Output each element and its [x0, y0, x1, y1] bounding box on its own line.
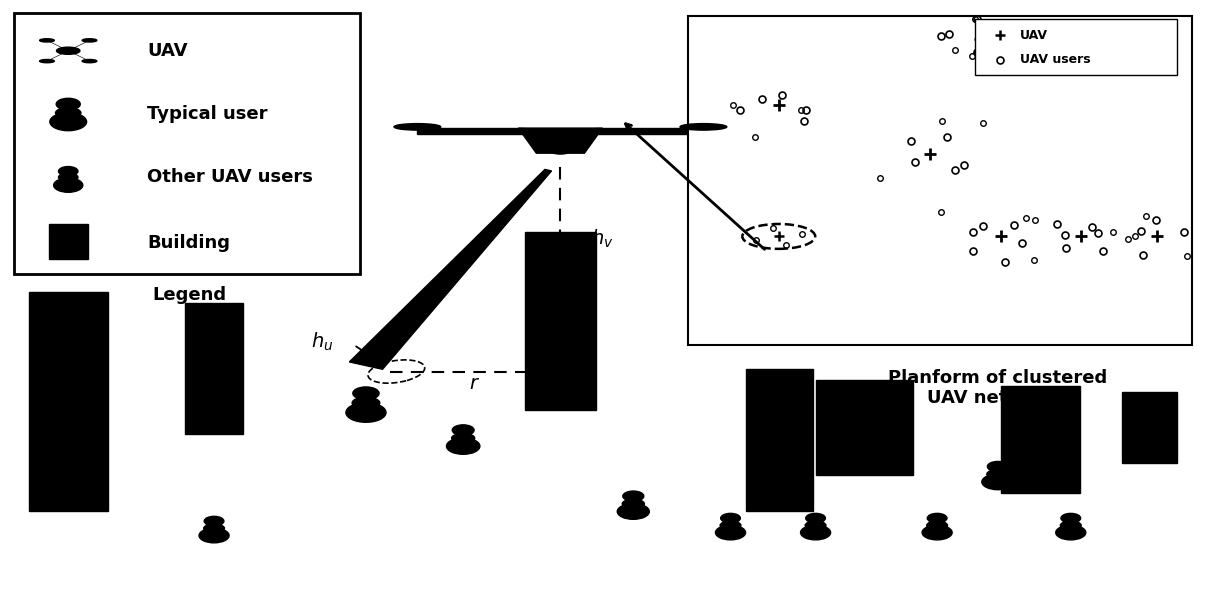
Ellipse shape	[82, 60, 97, 62]
Circle shape	[56, 98, 80, 110]
Bar	[745, 368, 812, 511]
Text: $h_v$: $h_v$	[591, 227, 614, 249]
Bar	[49, 224, 88, 259]
Polygon shape	[519, 128, 603, 153]
Bar	[1123, 392, 1177, 464]
Ellipse shape	[922, 525, 952, 540]
Ellipse shape	[40, 39, 55, 42]
Bar	[185, 303, 244, 434]
Circle shape	[622, 491, 644, 501]
Ellipse shape	[720, 521, 741, 530]
Circle shape	[58, 167, 78, 176]
Bar	[976, 20, 1177, 76]
Text: Legend: Legend	[152, 286, 227, 303]
Ellipse shape	[40, 60, 55, 62]
Ellipse shape	[352, 397, 380, 409]
Text: UAV users: UAV users	[1019, 53, 1090, 66]
Circle shape	[452, 425, 474, 436]
Text: UAV: UAV	[147, 42, 188, 60]
Text: $r$: $r$	[469, 374, 480, 393]
Circle shape	[205, 516, 224, 526]
Ellipse shape	[622, 499, 644, 508]
Text: UAV: UAV	[1019, 29, 1047, 42]
Ellipse shape	[680, 124, 727, 130]
Text: Planform of clustered
UAV networks: Planform of clustered UAV networks	[888, 368, 1107, 408]
Ellipse shape	[982, 474, 1013, 490]
Circle shape	[927, 513, 946, 523]
Bar	[688, 16, 1192, 345]
Bar	[1001, 386, 1080, 493]
Ellipse shape	[927, 521, 948, 530]
Bar	[13, 13, 359, 274]
Ellipse shape	[393, 124, 441, 130]
Ellipse shape	[552, 149, 569, 154]
Polygon shape	[418, 129, 524, 134]
Ellipse shape	[203, 524, 224, 533]
Circle shape	[353, 387, 379, 400]
Ellipse shape	[447, 438, 480, 455]
Ellipse shape	[987, 469, 1009, 479]
Ellipse shape	[56, 47, 80, 54]
Ellipse shape	[346, 403, 386, 422]
Circle shape	[1061, 513, 1080, 523]
Ellipse shape	[54, 178, 83, 192]
Ellipse shape	[452, 433, 475, 443]
Ellipse shape	[82, 39, 97, 42]
Ellipse shape	[199, 528, 229, 543]
Circle shape	[988, 462, 1009, 472]
Ellipse shape	[1056, 525, 1085, 540]
Ellipse shape	[58, 173, 78, 181]
Ellipse shape	[1061, 521, 1082, 530]
Text: Other UAV users: Other UAV users	[147, 168, 313, 186]
Ellipse shape	[800, 525, 831, 540]
Circle shape	[806, 513, 826, 523]
Ellipse shape	[50, 113, 86, 131]
Bar	[29, 292, 107, 511]
Bar	[816, 380, 912, 475]
Circle shape	[721, 513, 741, 523]
Ellipse shape	[805, 521, 826, 530]
Text: $h_u$: $h_u$	[312, 331, 334, 353]
Ellipse shape	[618, 504, 649, 519]
Polygon shape	[350, 170, 552, 369]
Polygon shape	[597, 129, 704, 134]
Ellipse shape	[715, 525, 745, 540]
Ellipse shape	[56, 108, 80, 118]
Text: Building: Building	[147, 234, 230, 252]
Text: Typical user: Typical user	[147, 105, 268, 123]
Bar	[525, 233, 596, 410]
